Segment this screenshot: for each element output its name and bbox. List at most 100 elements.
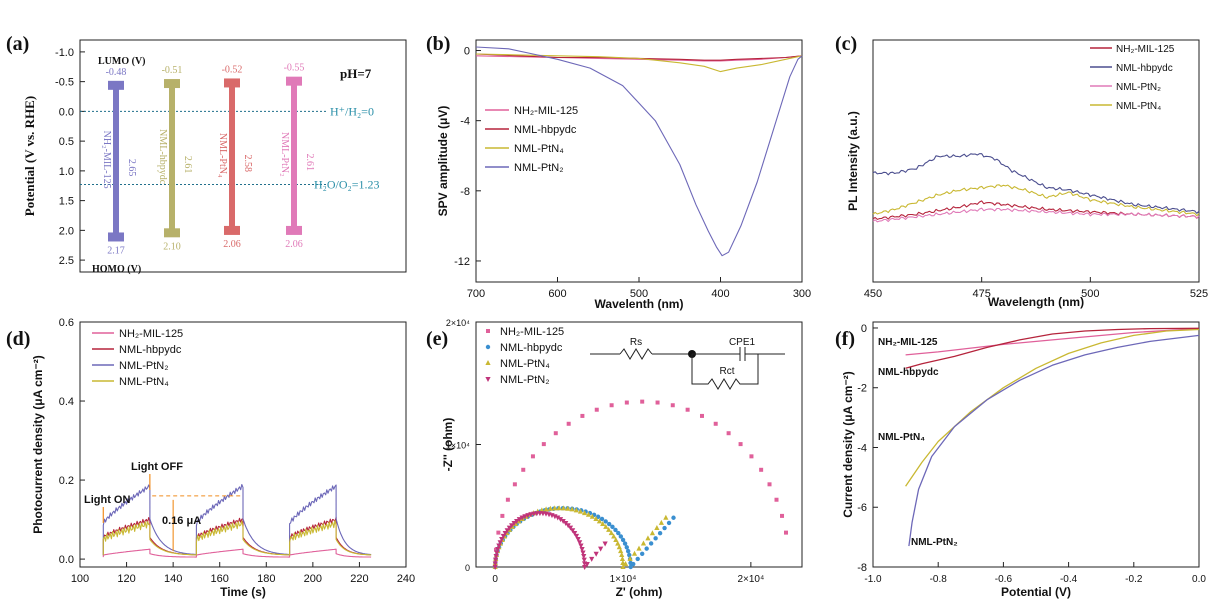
impedance-point <box>502 530 508 536</box>
material-name: NH₂-MIL-125 <box>101 131 112 189</box>
impedance-point <box>573 533 580 539</box>
impedance-point <box>622 541 628 546</box>
impedance-point <box>493 554 499 560</box>
panel-f-frame <box>872 321 1200 568</box>
impedance-point <box>685 407 690 412</box>
impedance-point <box>593 551 599 557</box>
impedance-point <box>780 513 785 518</box>
impedance-point <box>512 482 517 487</box>
legend-entry: NML-PtN₄ <box>500 358 550 370</box>
impedance-point <box>603 519 608 524</box>
panel-label: (c) <box>835 33 857 55</box>
impedance-point <box>505 497 510 502</box>
panel-c-frame <box>872 39 1200 283</box>
panel-label: (d) <box>6 328 30 350</box>
impedance-point <box>500 513 505 518</box>
legend-entry: NML-PtN₂ <box>514 162 564 174</box>
impedance-point <box>493 547 498 552</box>
impedance-point <box>530 454 535 459</box>
impedance-point <box>580 413 585 418</box>
impedance-point <box>616 530 621 536</box>
impedance-point <box>595 514 601 519</box>
impedance-point <box>547 505 553 511</box>
lsv-curve <box>905 327 1200 356</box>
homo-cap <box>286 225 302 235</box>
homo-cap <box>108 232 124 242</box>
impedance-point <box>555 515 561 521</box>
lsv-curve <box>908 334 1200 547</box>
impedance-point <box>543 506 549 512</box>
material-name: NML-hbpydc <box>157 129 168 185</box>
x-tick-label: 475 <box>972 288 990 300</box>
impedance-point <box>615 540 621 546</box>
panel-label: (a) <box>6 33 29 55</box>
impedance-point <box>666 520 672 526</box>
legend-swatch <box>485 377 491 382</box>
energy-band-bar <box>291 78 297 234</box>
impedance-point <box>655 400 660 405</box>
impedance-point <box>593 515 599 521</box>
lumo-cap <box>286 76 302 86</box>
legend-entry: NML-PtN₂ <box>500 374 550 386</box>
impedance-point <box>620 564 626 569</box>
energy-band-bar <box>169 81 175 237</box>
x-tick-label: -0.2 <box>1125 574 1143 585</box>
legend-entry: NML-hbpydc <box>514 124 577 136</box>
impedance-point <box>606 526 612 532</box>
curve-label: NML-PtN₂ <box>911 537 958 548</box>
impedance-point <box>603 523 609 529</box>
impedance-point <box>519 515 525 521</box>
y-tick-label: -0.5 <box>55 77 74 89</box>
x-tick-label: 400 <box>711 288 729 300</box>
homo-value: 2.17 <box>107 245 125 256</box>
y-tick-label: 1.5 <box>59 196 74 208</box>
y-axis-title: Photocurrent density (μA cm⁻²) <box>31 355 45 534</box>
panel-b-frame <box>475 39 803 283</box>
impedance-point <box>504 528 510 534</box>
impedance-point <box>525 513 531 519</box>
impedance-point <box>589 556 595 562</box>
x-tick-label: 2×10⁴ <box>737 574 764 585</box>
x-tick-label: 500 <box>630 288 648 300</box>
y-tick-label: 1.0 <box>59 166 74 178</box>
homo-value: 2.06 <box>285 239 303 250</box>
impedance-point <box>541 442 546 447</box>
legend-entry: NML-hbpydc <box>119 344 182 356</box>
impedance-point <box>767 482 772 487</box>
h2-reference-label: H⁺/H₂=0 <box>330 104 374 118</box>
lumo-cap <box>224 78 240 88</box>
impedance-point <box>594 407 599 412</box>
lumo-cap <box>164 79 180 89</box>
legend-entry: NH₂-MIL-125 <box>500 326 564 338</box>
y-tick-label: 2.5 <box>59 255 74 267</box>
legend-entry: NML-PtN₄ <box>1116 101 1161 112</box>
impedance-point <box>609 403 614 408</box>
y-tick-label: -8 <box>857 562 867 574</box>
y-tick-label: 0.4 <box>59 396 74 408</box>
impedance-point <box>581 557 587 563</box>
impedance-point <box>556 505 562 511</box>
impedance-point <box>645 535 651 541</box>
impedance-point <box>640 399 645 404</box>
lumo-cap <box>108 80 124 90</box>
x-tick-label: 1×10⁴ <box>610 574 637 585</box>
impedance-point <box>496 530 501 535</box>
impedance-point <box>631 561 636 567</box>
circuit-rct-label: Rct <box>720 366 735 377</box>
y-tick-label: 2×10⁴ <box>446 318 470 328</box>
impedance-point <box>640 540 647 546</box>
homo-cap <box>164 228 180 238</box>
x-tick-label: 240 <box>397 573 415 585</box>
y-axis-title: -Z'' (ohm) <box>441 418 455 472</box>
impedance-point <box>585 511 592 517</box>
impedance-point <box>619 552 625 558</box>
impedance-point <box>577 508 584 514</box>
impedance-point <box>572 530 578 536</box>
x-axis-title: Wavelenth (nm) <box>595 297 684 311</box>
impedance-point <box>662 525 667 531</box>
curve-label: NML-hbpydc <box>878 367 939 378</box>
energy-band-bar <box>229 80 235 234</box>
impedance-point <box>506 525 512 531</box>
y-axis-title: SPV amplitude (μV) <box>436 106 450 217</box>
impedance-point <box>565 505 571 511</box>
